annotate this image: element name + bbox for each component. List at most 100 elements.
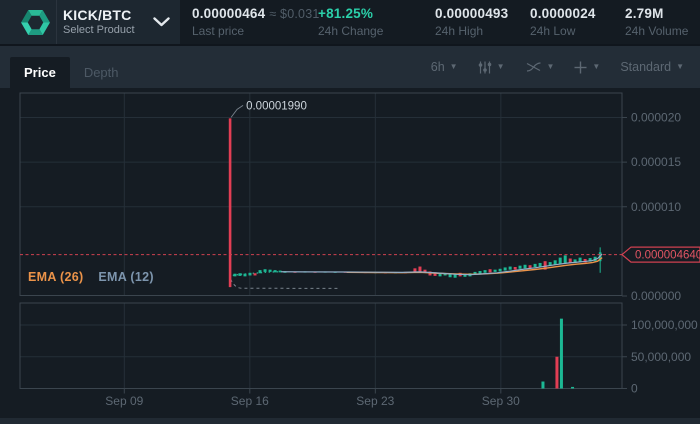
last-price-label: Last price bbox=[192, 24, 245, 38]
header: KICK/BTC Select Product 0.00000464 ≈ $0.0… bbox=[0, 0, 700, 44]
candle bbox=[443, 273, 447, 276]
high-annotation-label: 0.00001990 bbox=[246, 100, 307, 112]
low-value: 0.0000024 bbox=[530, 6, 596, 21]
ticker-stats: 0.00000464 ≈ $0.031 Last price +81.25% 24… bbox=[180, 0, 700, 44]
timeframe-dropdown[interactable]: 6h ▼ bbox=[431, 60, 458, 74]
candle bbox=[503, 267, 507, 271]
candle bbox=[278, 270, 282, 273]
volume-axis-label: 100,000,000 bbox=[631, 318, 698, 332]
candle bbox=[263, 269, 267, 272]
price-volume-chart[interactable]: Sep 09 Sep 16 Sep 23 Sep 30 0.000020 0.000015… bbox=[0, 88, 700, 424]
candle bbox=[573, 259, 577, 263]
tab-depth[interactable]: Depth bbox=[83, 65, 119, 80]
kick-logo-icon bbox=[21, 9, 50, 36]
caret-down-icon: ▼ bbox=[676, 62, 684, 71]
volume-value: 2.79M bbox=[625, 6, 664, 21]
candle bbox=[563, 255, 567, 263]
candle bbox=[518, 265, 522, 269]
stat-24h-low: 0.0000024 24h Low bbox=[530, 6, 625, 38]
stat-24h-change: +81.25% 24h Change bbox=[318, 6, 435, 38]
last-price-usd: ≈ $0.031 bbox=[269, 7, 320, 21]
product-selector[interactable]: KICK/BTC Select Product bbox=[57, 0, 180, 44]
low-leader-line bbox=[230, 278, 340, 289]
last-price-tag bbox=[621, 246, 700, 263]
x-axis-label: Sep 09 bbox=[105, 394, 143, 408]
curve-style-icon bbox=[526, 62, 541, 72]
stat-24h-volume: 2.79M 24h Volume bbox=[625, 6, 688, 38]
caret-down-icon: ▼ bbox=[546, 62, 555, 71]
indicators-dropdown[interactable]: ▼ bbox=[478, 60, 505, 75]
price-axis-label: 0.000020 bbox=[631, 111, 681, 125]
candle bbox=[588, 258, 592, 262]
candle bbox=[438, 272, 442, 277]
volume-bar bbox=[559, 318, 563, 389]
price-axis-label: 0.000015 bbox=[631, 155, 681, 169]
stat-24h-high: 0.00000493 24h High bbox=[435, 6, 530, 38]
price-axis-label: 0.000000 bbox=[631, 289, 681, 303]
candle bbox=[568, 258, 572, 263]
high-label: 24h High bbox=[435, 24, 484, 38]
candle bbox=[433, 272, 437, 276]
candle bbox=[238, 273, 242, 276]
candle bbox=[463, 273, 467, 277]
candle bbox=[423, 269, 427, 273]
chart-style-dropdown[interactable]: ▼ bbox=[525, 61, 555, 73]
candle bbox=[523, 264, 527, 269]
volume-bar bbox=[571, 386, 575, 389]
chart-toolbar: 6h ▼ ▼ ▼ bbox=[431, 46, 700, 88]
x-axis-label: Sep 23 bbox=[356, 394, 394, 408]
tab-price[interactable]: Price bbox=[10, 57, 70, 88]
bottom-panel-edge bbox=[0, 418, 700, 424]
candle bbox=[478, 271, 482, 274]
ema-legend: EMA (26) EMA (12) bbox=[28, 270, 154, 284]
volume-axis-label: 50,000,000 bbox=[631, 350, 691, 364]
ema26-legend-label: EMA (26) bbox=[28, 270, 84, 284]
logo-box bbox=[0, 0, 57, 44]
volume-axis-label: 0 bbox=[631, 382, 638, 396]
candle bbox=[553, 260, 557, 265]
sliders-icon bbox=[478, 61, 491, 73]
candle bbox=[583, 258, 587, 263]
candle bbox=[488, 269, 492, 273]
candle bbox=[473, 271, 477, 275]
candle bbox=[513, 266, 517, 270]
high-value: 0.00000493 bbox=[435, 6, 509, 21]
candle-body bbox=[228, 118, 232, 288]
last-price-tag-value: 0.000004640 bbox=[635, 250, 700, 262]
price-axis-label: 0.000010 bbox=[631, 200, 681, 214]
select-product-label: Select Product bbox=[63, 24, 135, 36]
last-price-value: 0.00000464 bbox=[192, 6, 266, 21]
candle bbox=[413, 268, 417, 272]
chevron-down-icon bbox=[153, 17, 170, 27]
chart-tabbar: Price Depth 6h ▼ ▼ bbox=[0, 46, 700, 88]
candle bbox=[543, 261, 547, 270]
candle bbox=[453, 274, 457, 278]
stat-last-price: 0.00000464 ≈ $0.031 Last price bbox=[192, 6, 320, 38]
add-indicator-dropdown[interactable]: ▼ bbox=[574, 61, 600, 74]
candle bbox=[533, 263, 537, 267]
ema12-legend-label: EMA (12) bbox=[98, 270, 154, 284]
volume-label: 24h Volume bbox=[625, 24, 689, 38]
pair-name: KICK/BTC bbox=[63, 7, 132, 23]
candle bbox=[508, 266, 512, 270]
volume-bar bbox=[555, 356, 559, 389]
layout-preset-dropdown[interactable]: Standard ▼ bbox=[620, 60, 684, 74]
plus-icon bbox=[574, 61, 587, 73]
caret-down-icon: ▼ bbox=[449, 62, 458, 71]
caret-down-icon: ▼ bbox=[592, 62, 601, 71]
candle bbox=[493, 269, 497, 272]
change-value: +81.25% bbox=[318, 6, 374, 21]
candle bbox=[258, 270, 262, 274]
ema12-line bbox=[281, 253, 603, 276]
candle bbox=[538, 262, 542, 267]
candle bbox=[418, 266, 422, 272]
candle bbox=[273, 270, 277, 273]
candle bbox=[243, 273, 247, 277]
candle bbox=[253, 273, 257, 276]
candle bbox=[248, 272, 252, 276]
candle bbox=[558, 257, 562, 264]
candle bbox=[548, 262, 552, 266]
candle bbox=[233, 273, 237, 277]
candle bbox=[448, 273, 452, 278]
